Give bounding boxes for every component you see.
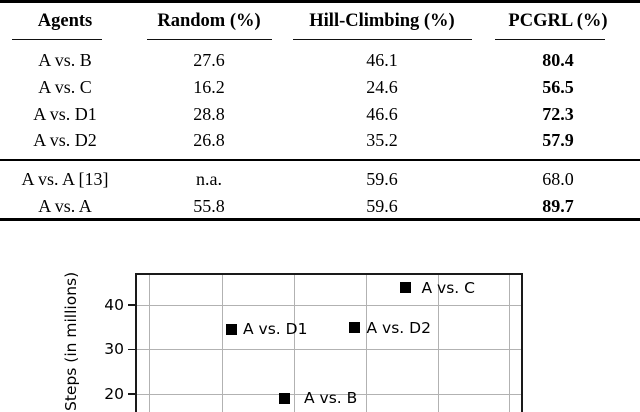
scatter-marker [400,282,411,293]
cell-random: 27.6 [193,50,225,70]
y-tick-label-20: 20 [104,384,124,403]
gridline-v [365,275,367,412]
plot-area: A vs. D1 A vs. B A vs. D2 A vs. C [135,273,523,412]
table-bottom-rule [0,218,640,221]
y-tick-mark [128,393,136,395]
header-cell-random: Random (%) [157,11,261,31]
gridline-v [149,275,151,412]
cell-agent: A vs. D1 [33,104,97,124]
cell-agent: A vs. A [13] [21,169,109,189]
table-row: A vs. C 16.2 24.6 56.5 [0,74,640,101]
cell-hill: 24.6 [366,77,398,97]
point-label: A vs. C [421,278,475,297]
cell-pcgrl: 72.3 [542,104,574,124]
cell-random: 26.8 [193,130,225,150]
table-row: A vs. D2 26.8 35.2 57.9 [0,127,640,154]
cell-agent: A vs. B [38,50,92,70]
y-tick-mark [128,348,136,351]
cell-random: 16.2 [193,77,225,97]
table-top-rule [0,0,640,3]
header-cell-agents: Agents [37,11,93,31]
table-row: A vs. A 55.8 59.6 89.7 [0,193,640,220]
gridline-h-30 [137,349,521,351]
cell-random: n.a. [196,169,222,189]
cell-hill: 46.1 [366,50,398,70]
cell-pcgrl: 56.5 [542,77,574,97]
cell-pcgrl: 57.9 [542,130,574,150]
scatter-marker [348,322,360,333]
gridline-v [221,275,223,412]
gridline-v [508,275,510,412]
gridline-h-20 [137,393,521,395]
cell-hill: 46.6 [366,104,398,124]
cell-agent: A vs. D2 [33,130,97,150]
cell-hill: 59.6 [366,196,398,216]
cell-hill: 59.6 [366,169,398,189]
cell-hill: 35.2 [366,130,398,150]
gridline-v [437,275,439,412]
table-row: A vs. A [13] n.a. 59.6 68.0 [0,166,640,193]
point-label: A vs. D1 [243,320,308,338]
cell-random: 55.8 [193,196,225,216]
header-rule-random [147,39,272,41]
cell-random: 28.8 [193,104,225,124]
cell-pcgrl: 68.0 [542,169,574,189]
header-rule-hill-climbing [293,39,472,41]
y-tick-mark [128,304,136,306]
scatter-marker [226,323,237,335]
table-row: A vs. B 27.6 46.1 80.4 [0,47,640,74]
y-axis-label: Steps (in millions) [62,271,80,411]
table-mid-rule [0,159,640,161]
gridline-h-40 [137,304,521,306]
cell-agent: A vs. A [38,196,92,216]
header-cell-hill-climbing: Hill-Climbing (%) [309,11,455,31]
header-rule-agents [12,39,102,41]
header-cell-pcgrl: PCGRL (%) [508,11,608,31]
cell-agent: A vs. C [38,77,92,97]
point-label: A vs. B [304,389,358,407]
table-header-row: Agents Random (%) Hill-Climbing (%) PCGR… [0,6,640,36]
table-row: A vs. D1 28.8 46.6 72.3 [0,101,640,128]
header-rule-pcgrl [495,39,605,41]
gridline-v [293,275,295,412]
scatter-marker [278,393,290,404]
cell-pcgrl: 80.4 [542,50,574,70]
point-label: A vs. D2 [366,318,431,337]
y-tick-label-40: 40 [104,295,124,314]
cell-pcgrl: 89.7 [542,196,574,216]
y-tick-label-30: 30 [104,340,124,358]
